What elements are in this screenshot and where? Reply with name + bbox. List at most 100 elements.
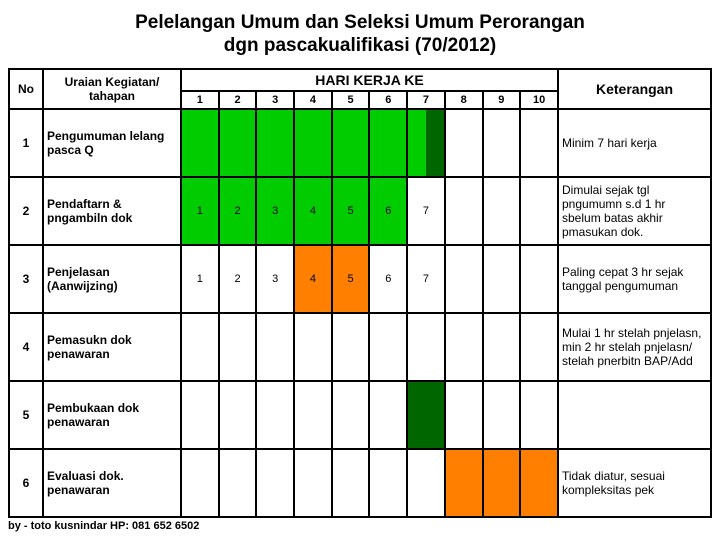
gantt-cell [520,109,558,177]
gantt-cell: 1 [181,245,219,313]
day-header: 3 [256,91,294,109]
gantt-cell [445,109,483,177]
gantt-cell: 2 [219,245,257,313]
gantt-cell [407,109,445,177]
row-uraian: Pembukaan dok penawaran [43,381,181,449]
row-keterangan [558,381,711,449]
day-header: 10 [520,91,558,109]
row-uraian: Evaluasi dok. penawaran [43,449,181,517]
gantt-cell [256,109,294,177]
gantt-cell [407,449,445,517]
day-header: 5 [332,91,370,109]
gantt-cell [520,381,558,449]
gantt-cell [219,313,257,381]
gantt-cell [445,177,483,245]
gantt-cell [520,177,558,245]
gantt-cell [332,109,370,177]
col-hari: HARI KERJA KE [181,69,558,91]
gantt-cell [369,381,407,449]
col-no: No [9,69,43,109]
gantt-cell: 5 [332,177,370,245]
gantt-cell [445,245,483,313]
row-keterangan: Paling cepat 3 hr sejak tanggal pengumum… [558,245,711,313]
gantt-cell [181,109,219,177]
gantt-cell: 3 [256,245,294,313]
day-header: 1 [181,91,219,109]
gantt-cell [483,109,521,177]
gantt-cell [181,449,219,517]
gantt-cell [483,177,521,245]
gantt-cell [445,381,483,449]
schedule-table: No Uraian Kegiatan/ tahapan HARI KERJA K… [8,68,712,518]
gantt-cell: 1 [181,177,219,245]
gantt-cell: 4 [294,177,332,245]
row-uraian: Pendaftarn & pngambiln dok [43,177,181,245]
gantt-cell [219,109,257,177]
gantt-cell [483,381,521,449]
gantt-cell [483,449,521,517]
gantt-cell: 7 [407,245,445,313]
gantt-cell: 7 [407,177,445,245]
gantt-cell [256,381,294,449]
gantt-cell [181,381,219,449]
gantt-cell [294,449,332,517]
gantt-cell [256,313,294,381]
col-uraian: Uraian Kegiatan/ tahapan [43,69,181,109]
day-header: 7 [407,91,445,109]
table-row: 3Penjelasan (Aanwijzing)1234567Paling ce… [9,245,711,313]
gantt-cell [483,245,521,313]
row-no: 6 [9,449,43,517]
day-header: 8 [445,91,483,109]
table-row: 2Pendaftarn & pngambiln dok1234567Dimula… [9,177,711,245]
gantt-cell [369,109,407,177]
footer-credit: by - toto kusnindar HP: 081 652 6502 [8,520,712,532]
row-no: 3 [9,245,43,313]
day-header: 4 [294,91,332,109]
row-uraian: Pemasukn dok penawaran [43,313,181,381]
gantt-cell [332,313,370,381]
gantt-cell [181,313,219,381]
gantt-cell [256,449,294,517]
gantt-cell [445,449,483,517]
table-row: 6Evaluasi dok. penawaran Tidak diatur, se… [9,449,711,517]
gantt-cell [332,449,370,517]
gantt-cell: 2 [219,177,257,245]
gantt-cell [483,313,521,381]
col-ket: Keterangan [558,69,711,109]
gantt-cell: 5 [332,245,370,313]
day-header: 6 [369,91,407,109]
table-row: 4Pemasukn dok penawaran Mulai 1 hr stelah… [9,313,711,381]
gantt-cell [332,381,370,449]
gantt-cell [219,381,257,449]
row-uraian: Penjelasan (Aanwijzing) [43,245,181,313]
gantt-cell [294,381,332,449]
row-keterangan: Dimulai sejak tgl pngumumn s.d 1 hr sbel… [558,177,711,245]
gantt-cell [520,449,558,517]
row-keterangan: Tidak diatur, sesuai kompleksitas pek [558,449,711,517]
row-no: 5 [9,381,43,449]
gantt-cell [369,449,407,517]
row-keterangan: Minim 7 hari kerja [558,109,711,177]
gantt-cell [520,313,558,381]
gantt-cell: 4 [294,245,332,313]
gantt-cell: 3 [256,177,294,245]
gantt-cell [407,381,445,449]
day-header: 9 [483,91,521,109]
row-no: 4 [9,313,43,381]
table-row: 1Pengumuman lelang pasca Q Minim 7 hari … [9,109,711,177]
table-row: 5Pembukaan dok penawaran [9,381,711,449]
gantt-cell [445,313,483,381]
gantt-cell [294,109,332,177]
gantt-cell: 6 [369,245,407,313]
page-title: Pelelangan Umum dan Seleksi Umum Peroran… [8,12,712,58]
gantt-cell [369,313,407,381]
row-no: 2 [9,177,43,245]
row-uraian: Pengumuman lelang pasca Q [43,109,181,177]
gantt-cell [407,313,445,381]
gantt-cell [520,245,558,313]
gantt-cell [219,449,257,517]
gantt-cell: 6 [369,177,407,245]
row-keterangan: Mulai 1 hr stelah pnjelasn, min 2 hr ste… [558,313,711,381]
gantt-cell [294,313,332,381]
day-header: 2 [219,91,257,109]
